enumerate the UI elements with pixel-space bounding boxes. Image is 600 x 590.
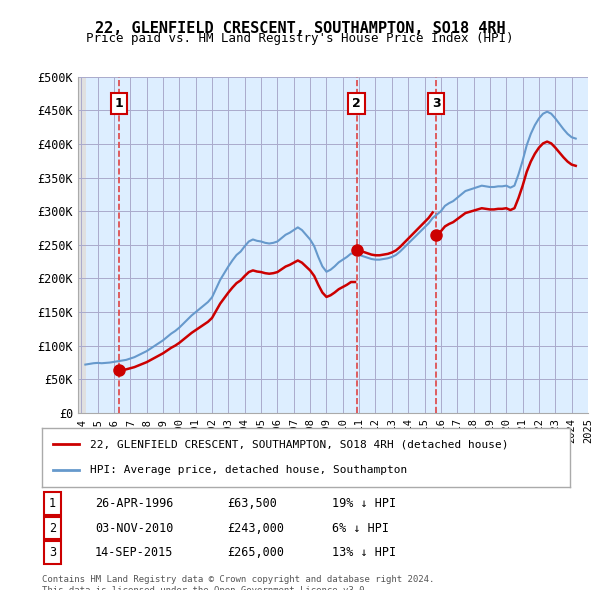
Text: 22, GLENFIELD CRESCENT, SOUTHAMPTON, SO18 4RH: 22, GLENFIELD CRESCENT, SOUTHAMPTON, SO1… — [95, 21, 505, 35]
Text: 26-APR-1996: 26-APR-1996 — [95, 497, 173, 510]
Text: £265,000: £265,000 — [227, 546, 284, 559]
Text: 14-SEP-2015: 14-SEP-2015 — [95, 546, 173, 559]
Text: 19% ↓ HPI: 19% ↓ HPI — [332, 497, 397, 510]
Text: 1: 1 — [115, 97, 124, 110]
Text: 13% ↓ HPI: 13% ↓ HPI — [332, 546, 397, 559]
Text: 2: 2 — [352, 97, 361, 110]
Text: Price paid vs. HM Land Registry's House Price Index (HPI): Price paid vs. HM Land Registry's House … — [86, 32, 514, 45]
Text: 3: 3 — [49, 546, 56, 559]
Text: 1: 1 — [49, 497, 56, 510]
Text: 2: 2 — [49, 522, 56, 535]
Text: £63,500: £63,500 — [227, 497, 277, 510]
Text: 3: 3 — [432, 97, 440, 110]
Text: 22, GLENFIELD CRESCENT, SOUTHAMPTON, SO18 4RH (detached house): 22, GLENFIELD CRESCENT, SOUTHAMPTON, SO1… — [89, 440, 508, 449]
Bar — [78, 77, 86, 413]
Text: 6% ↓ HPI: 6% ↓ HPI — [332, 522, 389, 535]
Text: £243,000: £243,000 — [227, 522, 284, 535]
Text: Contains HM Land Registry data © Crown copyright and database right 2024.
This d: Contains HM Land Registry data © Crown c… — [42, 575, 434, 590]
Text: 03-NOV-2010: 03-NOV-2010 — [95, 522, 173, 535]
Text: HPI: Average price, detached house, Southampton: HPI: Average price, detached house, Sout… — [89, 466, 407, 475]
